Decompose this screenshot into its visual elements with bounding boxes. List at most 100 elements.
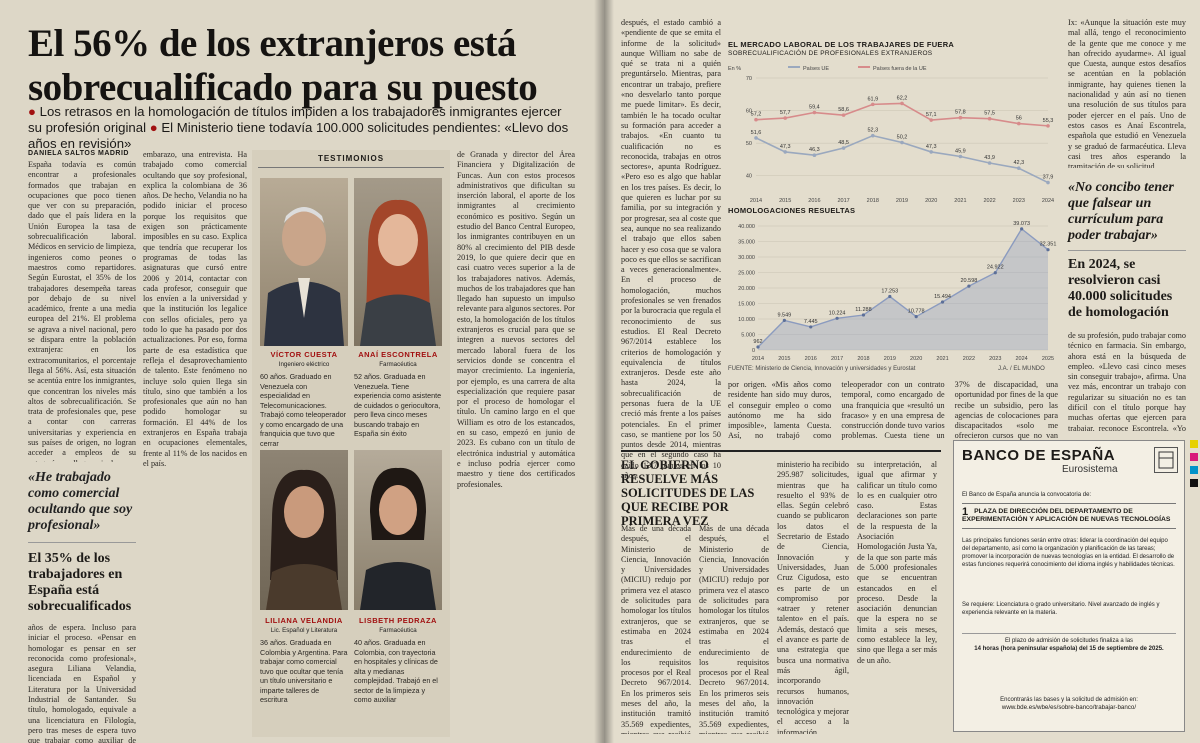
ad-footer-text: Encontrarás las bases y la solicitud de … xyxy=(1000,697,1138,703)
y-axis-label: En % xyxy=(728,66,741,72)
data-label: 39.073 xyxy=(1013,221,1030,227)
x-tick-label: 2023 xyxy=(989,356,1001,362)
data-point xyxy=(888,294,892,299)
column-1-text: España todavía es común encontrar a prof… xyxy=(28,160,136,462)
data-label: 10.778 xyxy=(908,309,925,315)
headline-line-1: El 56% de los extranjeros está xyxy=(28,22,516,65)
person-quote: 52 años. Graduada en Venezuela. Tiene ex… xyxy=(354,372,442,438)
data-label: 962 xyxy=(753,339,762,345)
right-column-1: después, el estado cambió a «pendiente d… xyxy=(621,18,721,538)
data-point xyxy=(1046,124,1050,128)
data-point xyxy=(967,284,971,288)
article-column-1: DANIELA SALTOS MADRID España todavía es … xyxy=(28,150,136,743)
deck-part-1: Los retrasos en la homologación de títul… xyxy=(28,104,562,135)
ad-item-title: PLAZA DE DIRECCIÓN DEL DEPARTAMENTO DE E… xyxy=(962,508,1171,523)
yellow-mark-icon xyxy=(1190,440,1198,448)
data-point xyxy=(812,110,817,115)
banco-espana-ad: BANCO DE ESPAÑA Eurosistema El Banco de … xyxy=(953,440,1185,732)
government-text-4: su interpretación, al igual que afirmar … xyxy=(857,460,937,665)
legend-label: Países fuera de la UE xyxy=(873,66,927,72)
data-point xyxy=(940,300,945,304)
x-tick-label: 2025 xyxy=(1042,356,1054,362)
ad-url[interactable]: www.bde.es/wbe/es/sobre-banco/trabajar-b… xyxy=(1001,704,1137,711)
y-tick-label: 20.000 xyxy=(738,286,755,292)
charts-block: EL MERCADO LABORAL DE LOS TRABAJARES DE … xyxy=(728,40,1058,375)
x-tick-label: 2024 xyxy=(1042,198,1054,204)
data-label: 57,8 xyxy=(955,110,966,116)
x-tick-label: 2021 xyxy=(936,356,948,362)
byline: DANIELA SALTOS MADRID xyxy=(28,150,129,157)
column-1b-text: años de espera. Incluso para iniciar el … xyxy=(28,623,136,743)
data-point xyxy=(782,318,786,322)
ad-body: Las principales funciones serán entre ot… xyxy=(962,538,1175,568)
data-point xyxy=(783,150,787,154)
x-tick-label: 2023 xyxy=(1013,198,1025,204)
y-tick-label: 5.000 xyxy=(741,333,755,339)
column-2-text: embarazo, una entrevista. Ha trabajado c… xyxy=(143,150,247,468)
x-tick-label: 2019 xyxy=(896,198,908,204)
series-line xyxy=(757,227,1049,348)
y-tick-label: 10.000 xyxy=(738,317,755,323)
ad-body-2: Se requiere: Licenciatura o grado univer… xyxy=(962,602,1160,616)
data-label: 52,3 xyxy=(867,128,878,134)
person-silhouette-icon xyxy=(264,207,344,346)
person-silhouette-icon xyxy=(360,467,436,610)
data-label: 42,3 xyxy=(1013,160,1024,166)
government-text-1: Más de una década después, el Ministerio… xyxy=(621,524,691,734)
data-label: 24.922 xyxy=(987,265,1004,271)
right-column-2b-text: de su profesión, pudo trabajar como técn… xyxy=(1068,331,1186,431)
column-3-text: de Granada y director del Área Financier… xyxy=(457,150,575,489)
person-name: LISBETH PEDRAZA xyxy=(359,616,437,625)
data-point xyxy=(900,101,904,106)
data-point xyxy=(871,102,875,107)
x-tick-label: 2021 xyxy=(954,198,966,204)
x-tick-label: 2020 xyxy=(910,356,922,362)
data-point xyxy=(1046,180,1050,185)
chart-source: FUENTE: Ministerio de Ciencia, Innovació… xyxy=(728,366,916,372)
x-tick-label: 2022 xyxy=(983,198,995,204)
data-point xyxy=(993,271,997,275)
deck-part-2: El Ministerio tiene todavía 100.000 soli… xyxy=(28,120,569,151)
left-page: El 56% de los extranjeros está sobrecual… xyxy=(0,0,603,743)
right-page: después, el estado cambió a «pendiente d… xyxy=(603,0,1200,743)
person-quote: 36 años. Graduada en Colombia y Argentin… xyxy=(260,638,348,704)
y-tick-label: 30.000 xyxy=(738,255,755,261)
page-fold xyxy=(594,0,614,743)
divider xyxy=(1068,250,1186,251)
ad-deadline-text: El plazo de admisión de solicitudes fina… xyxy=(1004,638,1134,644)
data-label: 10.224 xyxy=(829,310,846,316)
government-box: EL GOBIERNO RESUELVE MÁS SOLICITUDES DE … xyxy=(621,450,941,737)
article-column-3: de Granada y director del Área Financier… xyxy=(457,150,575,735)
government-text-3: ministerio ha recibido 295.987 solicitud… xyxy=(777,460,849,734)
data-label: 45,9 xyxy=(955,148,966,154)
data-label: 57,1 xyxy=(926,112,937,118)
data-label: 15.494 xyxy=(934,294,951,300)
person-name: LILIANA VELANDIA xyxy=(265,616,343,625)
data-point xyxy=(871,133,875,138)
headline: El 56% de los extranjeros está sobrecual… xyxy=(28,22,573,110)
data-label: 17.253 xyxy=(881,289,898,295)
data-label: 57,5 xyxy=(984,111,995,117)
data-label: 32.351 xyxy=(1040,242,1057,248)
pull-quote-right-2: En 2024, se resolvieron casi 40.000 soli… xyxy=(1068,257,1173,320)
data-label: 56 xyxy=(1016,116,1022,122)
data-point xyxy=(754,117,758,122)
data-point xyxy=(1046,248,1050,252)
data-point xyxy=(900,140,904,145)
person-silhouette-icon xyxy=(266,469,342,610)
right-column-2: Ix: «Aunque la situación este muy mal al… xyxy=(1068,18,1186,431)
ad-item: 1 PLAZA DE DIRECCIÓN DEL DEPARTAMENTO DE… xyxy=(962,503,1176,529)
data-point xyxy=(1020,227,1024,231)
ad-deadline: El plazo de admisión de solicitudes fina… xyxy=(962,633,1176,653)
x-tick-label: 2017 xyxy=(837,198,849,204)
mid-text-block: por origen. «Mis años como residente han… xyxy=(728,380,1058,442)
mid-text: por origen. «Mis años como residente han… xyxy=(728,380,1058,441)
deck: ● Los retrasos en la homologación de tít… xyxy=(28,104,578,152)
ad-intro: El Banco de España anuncia la convocator… xyxy=(962,492,1092,498)
x-tick-label: 2020 xyxy=(925,198,937,204)
data-point xyxy=(754,136,758,140)
data-point xyxy=(929,150,933,154)
x-tick-label: 2016 xyxy=(805,356,817,362)
x-tick-label: 2022 xyxy=(963,356,975,362)
x-tick-label: 2017 xyxy=(831,356,843,362)
